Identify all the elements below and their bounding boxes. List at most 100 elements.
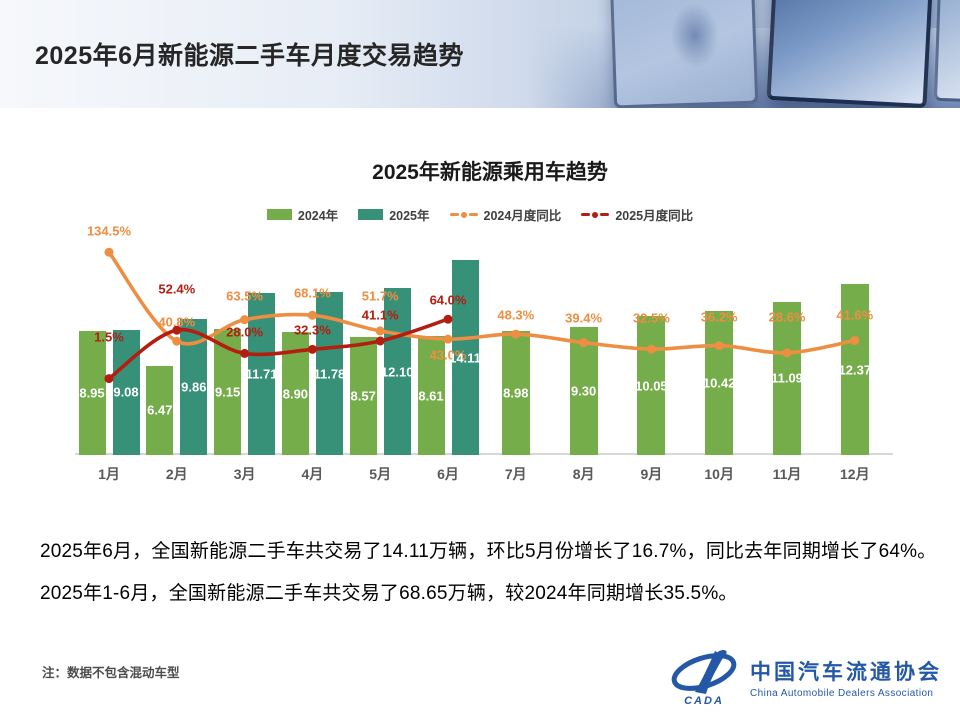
yoy-point-2024-m7 xyxy=(511,329,521,339)
legend-swatch-2024-line-icon xyxy=(449,211,478,218)
summary-line-2: 2025年1-6月，全国新能源二手车共交易了68.65万辆，较2024年同期增长… xyxy=(40,583,738,604)
cube-graphic-right xyxy=(933,0,960,104)
x-axis-label-m7: 7月 xyxy=(504,466,527,482)
yoy-label-2024-m7: 48.3% xyxy=(497,307,535,323)
legend-label: 2025年 xyxy=(389,209,430,223)
bar-2025-m3 xyxy=(248,293,276,455)
yoy-point-2025-m4 xyxy=(307,344,317,354)
legend-swatch-2024-bar xyxy=(266,209,292,220)
yoy-point-2024-m10 xyxy=(714,341,724,351)
x-axis-label-m6: 6月 xyxy=(437,466,459,482)
bar-value-label: 9.08 xyxy=(113,384,139,400)
yoy-label-2025-m2: 52.4% xyxy=(158,281,196,297)
yoy-label-2024-m12: 41.6% xyxy=(836,307,874,323)
x-axis-label-m8: 8月 xyxy=(572,466,595,482)
legend-label: 2024年 xyxy=(297,209,339,223)
chart-legend: 2024年 2025年 2024月度同比 2025月度同比 xyxy=(0,205,960,224)
bar-value-label: 12.37 xyxy=(838,362,872,378)
yoy-point-2025-m6 xyxy=(443,314,453,324)
bar-value-label: 8.98 xyxy=(503,385,529,401)
yoy-point-2025-m1 xyxy=(104,374,114,384)
bar-2025-m6 xyxy=(451,260,479,455)
bar-2024-m10 xyxy=(705,311,734,455)
legend-swatch-2025-bar xyxy=(358,209,384,220)
x-axis-label-m12: 12月 xyxy=(840,466,870,482)
bar-2024-m7 xyxy=(501,331,530,455)
yoy-point-2024-m11 xyxy=(782,348,792,358)
bar-value-label: 8.90 xyxy=(282,386,309,402)
yoy-point-2024-m2 xyxy=(172,336,182,346)
bar-value-label: 10.42 xyxy=(702,375,736,391)
yoy-label-2024-m10: 36.2% xyxy=(700,309,738,325)
bar-2024-m1 xyxy=(78,331,106,455)
footnote: 注：数据不包含混动车型 xyxy=(42,666,180,680)
yoy-label-2025-m3: 28.0% xyxy=(226,324,264,340)
cada-logo-icon: CADA xyxy=(671,650,737,706)
bar-2025-m4 xyxy=(315,292,343,455)
x-axis-label-m10: 10月 xyxy=(704,466,734,482)
x-axis-label-m1: 1月 xyxy=(98,466,120,482)
x-axis-label-m5: 5月 xyxy=(369,466,392,482)
yoy-point-2024-m5 xyxy=(375,326,385,336)
yoy-label-2025-m4: 32.3% xyxy=(293,322,331,338)
yoy-label-2024-m9: 32.5% xyxy=(632,310,670,326)
x-axis-label-m4: 4月 xyxy=(301,466,324,482)
yoy-point-2025-m2 xyxy=(172,325,182,335)
legend-item-2024-bars: 2024年 xyxy=(266,205,339,224)
yoy-label-2025-m6: 64.0% xyxy=(429,292,467,308)
x-axis-label-m3: 3月 xyxy=(233,466,256,482)
bar-2025-m5 xyxy=(383,288,411,455)
bar-2024-m8 xyxy=(569,326,598,455)
legend-label: 2024月度同比 xyxy=(483,209,562,223)
yoy-label-2024-m3: 63.5% xyxy=(226,288,264,304)
yoy-label-2024-m4: 68.1% xyxy=(293,285,331,301)
bar-2024-m3 xyxy=(214,328,242,455)
yoy-label-2024-m8: 39.4% xyxy=(565,310,603,326)
logo-name-en: China Automobile Dealers Association xyxy=(750,687,934,699)
yoy-point-2025-m3 xyxy=(240,348,250,358)
bar-2025-m1 xyxy=(112,329,140,455)
yoy-point-2024-m1 xyxy=(104,247,114,257)
bar-value-label: 6.47 xyxy=(147,402,173,418)
yoy-label-2024-m11: 28.6% xyxy=(768,309,806,325)
bar-value-label: 11.78 xyxy=(313,366,346,382)
bar-2024-m2 xyxy=(146,365,174,455)
bar-value-label: 11.71 xyxy=(245,366,278,382)
bar-value-label: 9.30 xyxy=(570,383,597,399)
bar-2024-m9 xyxy=(637,316,666,455)
yoy-point-2024-m9 xyxy=(646,344,656,354)
legend-label: 2025月度同比 xyxy=(615,209,694,223)
yoy-point-2024-m8 xyxy=(579,338,589,348)
yoy-point-2024-m3 xyxy=(240,315,250,325)
bar-2025-m2 xyxy=(180,318,208,455)
bar-value-label: 9.15 xyxy=(214,384,241,400)
yoy-label-2024-m2: 40.8% xyxy=(158,314,196,330)
legend-item-2025-yoy-line: 2025月度同比 xyxy=(581,205,693,224)
header-banner: 2025年6月新能源二手车月度交易趋势 xyxy=(0,0,960,108)
yoy-line-2025 xyxy=(107,317,450,381)
legend-swatch-2025-line-icon xyxy=(581,211,610,218)
x-axis-label-m2: 2月 xyxy=(165,466,188,482)
logo-name-cn: 中国汽车流通协会 xyxy=(750,660,942,684)
bar-value-label: 10.05 xyxy=(635,378,668,394)
x-axis-label-m11: 11月 xyxy=(772,466,802,482)
x-axis-label-m9: 9月 xyxy=(640,466,663,482)
bar-2024-m12 xyxy=(840,284,869,455)
page-title: 2025年6月新能源二手车月度交易趋势 xyxy=(35,42,465,70)
chart-title: 2025年新能源乘用车趋势 xyxy=(372,161,608,184)
cada-logo: CADA 中国汽车流通协会 China Automobile Dealers A… xyxy=(666,648,942,706)
yoy-point-2025-m5 xyxy=(375,336,385,346)
bar-value-label: 8.61 xyxy=(418,388,444,404)
bar-2024-m6 xyxy=(417,336,445,455)
yoy-label-2025-m1: 1.5% xyxy=(94,329,124,345)
bar-value-label: 12.10 xyxy=(380,364,414,379)
legend-item-2024-yoy-line: 2024月度同比 xyxy=(449,205,562,224)
bar-value-label: 14.11 xyxy=(449,350,481,366)
bar-2024-m4 xyxy=(281,332,309,455)
yoy-point-2024-m12 xyxy=(850,335,860,345)
cada-badge-text: CADA xyxy=(684,695,724,706)
yoy-line-2024 xyxy=(107,250,857,355)
